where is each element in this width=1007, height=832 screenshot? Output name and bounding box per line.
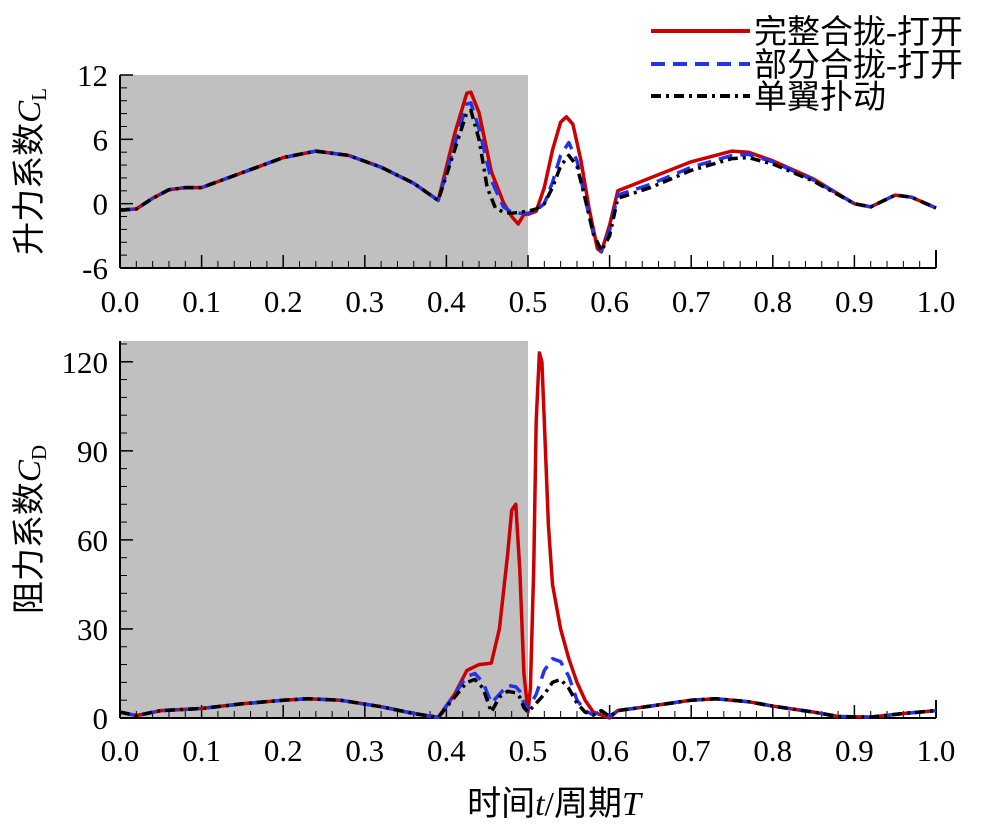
lift-y-label-symbol: C: [12, 100, 48, 123]
drag-x-tick-label: 0.0: [101, 733, 140, 768]
x-axis-label-sep: /周期: [545, 786, 622, 823]
drag-x-tick-label: 0.4: [427, 733, 466, 768]
drag-series-single: [119, 677, 937, 720]
drag-x-tick-label: 0.6: [590, 733, 629, 768]
drag-y-label-text: 阻力系数: [11, 482, 48, 614]
drag-y-tick-label: 90: [77, 434, 108, 469]
drag-chart: 0.0 0.1 0.2 0.3 0.4 0.5 0.6 0.7 0.8 0.9 1.0 0 30 60 90…: [11, 341, 955, 768]
drag-y-tick-label: 30: [77, 612, 108, 647]
drag-y-tick-label: 0: [93, 701, 109, 736]
lift-y-label-text: 升力系数: [11, 123, 48, 255]
drag-y-axis-label: 阻力系数CD: [11, 445, 51, 614]
legend-label-partial: 部分合拢-打开: [754, 47, 963, 84]
lift-y-tick-label: 12: [77, 58, 108, 93]
drag-y-tick-label: 120: [62, 345, 109, 380]
lift-chart: 0.0 0.1 0.2 0.3 0.4 0.5 0.6 0.7 0.8 0.9 1.0 -6 0 6 12 升…: [11, 58, 955, 319]
lift-x-tick-label: 0.3: [345, 284, 384, 319]
drag-x-tick-label: 0.2: [264, 733, 303, 768]
lift-y-tick-label: -6: [82, 251, 108, 286]
drag-x-tick-label: 0.3: [345, 733, 384, 768]
lift-shaded-region: [120, 75, 528, 268]
drag-y-tick-label: 60: [77, 523, 108, 558]
lift-x-tick-label: 0.0: [101, 284, 140, 319]
drag-shaded-region: [120, 341, 528, 718]
x-axis-label-prefix: 时间: [467, 786, 535, 823]
lift-y-label-sub: L: [27, 88, 51, 101]
drag-y-label-sub: D: [27, 445, 51, 460]
legend-entry-full: 完整合拢-打开: [651, 14, 963, 51]
drag-x-tick-label: 0.7: [672, 733, 711, 768]
lift-y-tick-label: 6: [93, 122, 109, 157]
legend: 完整合拢-打开 部分合拢-打开 单翼扑动: [651, 14, 963, 116]
legend-entry-single: 单翼扑动: [651, 79, 886, 116]
x-axis-label: 时间t/周期T: [467, 786, 643, 823]
drag-y-label-symbol: C: [12, 459, 48, 482]
lift-x-tick-label: 0.8: [753, 284, 792, 319]
lift-x-tick-label: 0.7: [672, 284, 711, 319]
lift-series-single: [119, 108, 937, 253]
lift-x-tick-label: 0.1: [182, 284, 221, 319]
x-axis-label-var2: T: [622, 786, 643, 823]
drag-x-tick-label: 1.0: [917, 733, 956, 768]
drag-x-tick-label: 0.5: [509, 733, 548, 768]
lift-x-tick-label: 0.6: [590, 284, 629, 319]
legend-entry-partial: 部分合拢-打开: [651, 47, 963, 84]
lift-y-tick-label: 0: [93, 187, 109, 222]
lift-x-tick-label: 0.9: [835, 284, 874, 319]
legend-label-single: 单翼扑动: [754, 79, 886, 116]
legend-label-full: 完整合拢-打开: [754, 14, 963, 51]
drag-x-tick-label: 0.8: [753, 733, 792, 768]
x-axis-label-var: t: [535, 786, 546, 823]
lift-x-tick-label: 1.0: [917, 284, 956, 319]
drag-x-tick-label: 0.1: [182, 733, 221, 768]
drag-x-tick-label: 0.9: [835, 733, 874, 768]
lift-x-tick-label: 0.2: [264, 284, 303, 319]
lift-x-tick-label: 0.5: [509, 284, 548, 319]
lift-y-axis-label: 升力系数CL: [11, 88, 51, 255]
lift-x-tick-label: 0.4: [427, 284, 466, 319]
